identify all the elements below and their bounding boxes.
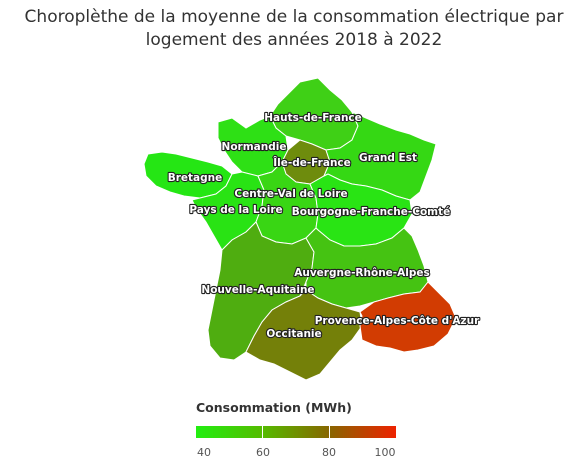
- label-bretagne: Bretagne: [168, 172, 223, 184]
- label-paca: Provence-Alpes-Côte d'Azur: [315, 315, 480, 327]
- legend-label-80: 80: [322, 446, 336, 459]
- label-nouvelle-aquitaine: Nouvelle-Aquitaine: [201, 284, 314, 296]
- label-auvergne-rhone-alpes: Auvergne-Rhône-Alpes: [294, 267, 430, 279]
- legend-title: Consommation (MWh): [196, 400, 352, 415]
- legend-color-scale: [196, 426, 396, 438]
- region-paca[interactable]: [359, 281, 457, 353]
- legend-label-100: 100: [374, 446, 396, 459]
- label-ile-de-france: Île-de-France: [273, 156, 351, 169]
- label-bourgogne-franche-comte: Bourgogne-Franche-Comté: [292, 206, 451, 218]
- legend-label-60: 60: [256, 446, 270, 459]
- label-occitanie: Occitanie: [266, 328, 321, 340]
- label-hauts-de-france: Hauts-de-France: [264, 112, 362, 124]
- label-centre-val-de-loire: Centre-Val de Loire: [234, 188, 347, 200]
- label-normandie: Normandie: [222, 141, 287, 153]
- label-grand-est: Grand Est: [359, 152, 417, 164]
- legend-label-40: 40: [197, 446, 211, 459]
- legend-tick-60: [262, 426, 263, 438]
- label-pays-de-la-loire: Pays de la Loire: [189, 204, 282, 216]
- map-title: Choroplèthe de la moyenne de la consomma…: [24, 7, 564, 50]
- legend-tick-80: [329, 426, 330, 438]
